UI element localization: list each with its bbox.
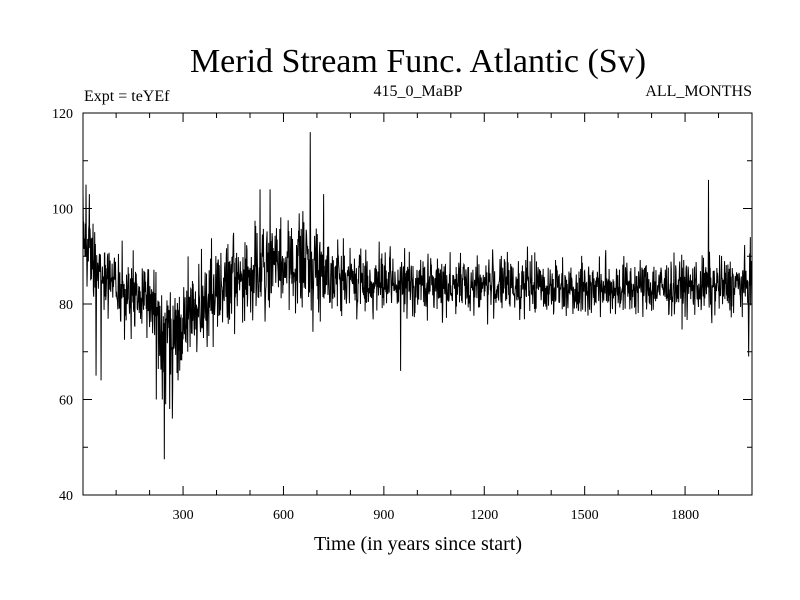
chart-title: Merid Stream Func. Atlantic (Sv) [190, 43, 646, 80]
months-label: ALL_MONTHS [645, 83, 752, 100]
experiment-label: Expt = teYEf [84, 88, 170, 105]
run-label: 415_0_MaBP [374, 83, 463, 100]
x-tick-label: 600 [273, 508, 294, 523]
x-axis-label: Time (in years since start) [314, 533, 522, 555]
y-tick-label: 100 [52, 203, 73, 218]
y-tick-label: 80 [59, 298, 73, 313]
x-tick-label: 1200 [470, 508, 498, 523]
x-tick-labels: 300 600 900 1200 1500 1800 [173, 508, 700, 523]
y-tick-label: 60 [59, 394, 73, 409]
x-tick-label: 900 [373, 508, 394, 523]
x-tick-label: 1800 [671, 508, 699, 523]
y-tick-label: 120 [52, 107, 73, 122]
axis-ticks [83, 113, 752, 495]
series-line [82, 132, 753, 460]
x-tick-label: 300 [173, 508, 194, 523]
y-tick-labels: 40 60 80 100 120 [52, 107, 73, 504]
x-tick-label: 1500 [571, 508, 599, 523]
y-tick-label: 40 [59, 489, 73, 504]
